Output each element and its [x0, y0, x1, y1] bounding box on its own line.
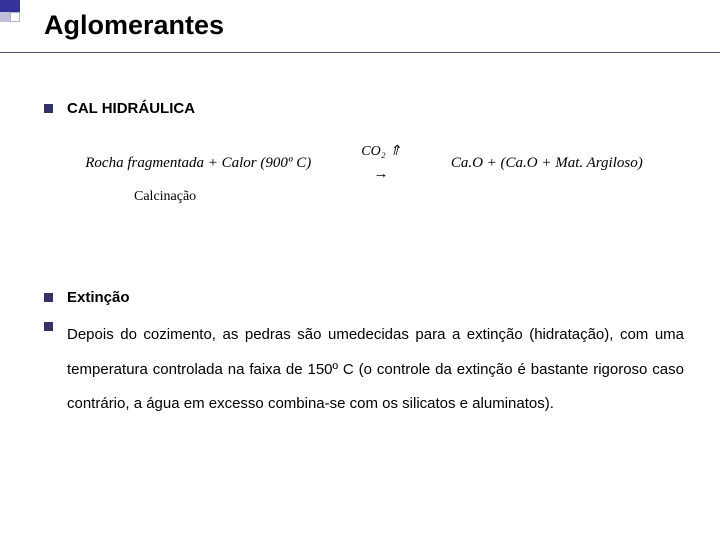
- equation-right: Ca.O + (Ca.O + Mat. Argiloso): [451, 155, 643, 172]
- slide-title: Aglomerantes: [44, 10, 224, 41]
- bullet-text: CAL HIDRÁULICA: [67, 100, 195, 117]
- bullet-item: Depois do cozimento, as pedras são umede…: [44, 318, 684, 422]
- title-underline: [0, 52, 720, 53]
- equation-left: Rocha fragmentada + Calor (900º C): [85, 155, 311, 172]
- accent-small-square: [0, 12, 10, 22]
- bullet-square-icon: [44, 322, 53, 331]
- accent-top-square: [0, 0, 20, 12]
- bullet-square-icon: [44, 293, 53, 302]
- equation-middle: CO₂ ⇑ →: [361, 143, 401, 183]
- equation-co2: CO₂ ⇑: [361, 143, 401, 160]
- paragraph-text: Depois do cozimento, as pedras são umede…: [67, 318, 684, 422]
- paragraph-line1: Depois do cozimento, as pedras são umede…: [67, 326, 523, 343]
- bullet-text: Extinção: [67, 289, 130, 306]
- slide-accent: [0, 0, 20, 25]
- equation-below-label: Calcinação: [134, 189, 684, 205]
- chemical-equation: Rocha fragmentada + Calor (900º C) CO₂ ⇑…: [44, 143, 684, 205]
- bullet-item: CAL HIDRÁULICA: [44, 100, 684, 117]
- slide-body: CAL HIDRÁULICA Rocha fragmentada + Calor…: [44, 100, 684, 434]
- bullet-item: Extinção: [44, 289, 684, 306]
- accent-hollow-square: [10, 12, 20, 22]
- accent-bottom-row: [0, 12, 20, 22]
- bullet-square-icon: [44, 104, 53, 113]
- equation-arrow: →: [374, 166, 389, 183]
